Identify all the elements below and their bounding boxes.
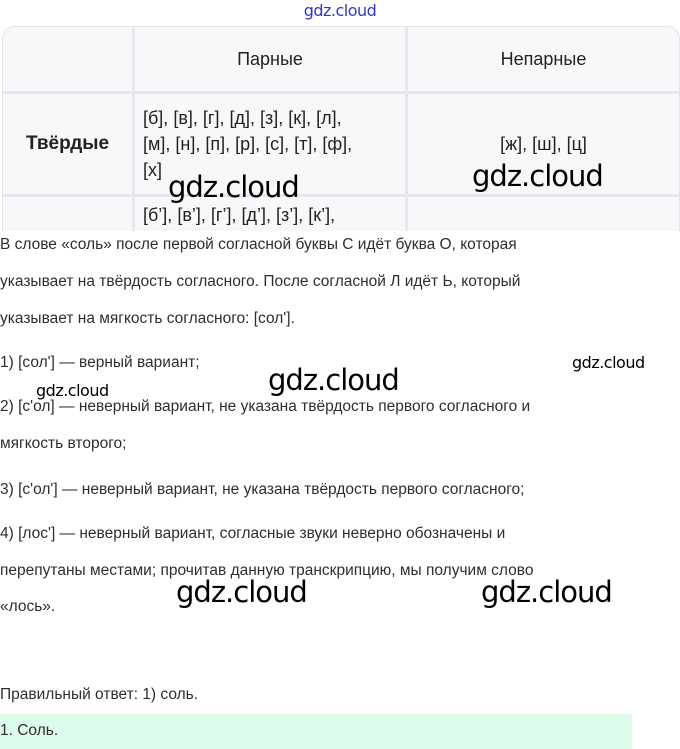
watermark-top: gdz.cloud (303, 1, 377, 20)
text-line: 2) [с'ол] — неверный вариант, не указана… (0, 398, 531, 415)
text-line: 3) [с'ол'] — неверный вариант, не указан… (0, 481, 525, 498)
watermark: gdz.cloud (472, 159, 604, 193)
correct-answer-text: Правильный ответ: 1) соль. (0, 686, 199, 703)
cell-line: [м], [н], [п], [р], [с], [т], [ф], (143, 134, 353, 154)
text-line: 1) [сол'] — верный вариант; (0, 354, 200, 371)
text-line: «лось». (0, 598, 56, 615)
watermark: gdz.cloud (36, 381, 109, 400)
answer-box: 1. Соль. (0, 714, 632, 749)
watermark: gdz.cloud (168, 170, 300, 204)
watermark: gdz.cloud (481, 575, 613, 609)
watermark: gdz.cloud (268, 363, 400, 397)
text-line: 4) [лос'] — неверный вариант, согласные … (0, 525, 506, 542)
soft-paired-cell: [б’], [в’], [г’], [д’], [з’], [к’], (143, 205, 336, 225)
text-line: мягкость второго; (0, 435, 127, 452)
text-line: перепутаны местами; прочитав данную тран… (0, 562, 534, 579)
divider (3, 91, 679, 94)
divider (3, 194, 679, 197)
hard-paired-cell: [б], [в], [г], [д], [з], [к], [л], [м], … (143, 94, 405, 194)
header-paired: Парные (237, 48, 303, 69)
watermark: gdz.cloud (176, 575, 308, 609)
watermark: gdz.cloud (572, 353, 645, 372)
cell-line: [б], [в], [г], [д], [з], [к], [л], (143, 108, 342, 128)
consonant-table-image: Парные Непарные Твёрдые [б], [в], [г], [… (2, 26, 680, 231)
answer-text: 1. Соль. (0, 722, 59, 739)
text-line: указывает на мягкость согласного: [сол']… (0, 310, 295, 327)
header-unpaired: Непарные (500, 48, 587, 69)
divider (132, 27, 135, 231)
hard-unpaired-cell: [ж], [ш], [ц] (500, 133, 587, 154)
cell-line: [х] (143, 160, 163, 180)
text-line: указывает на твёрдость согласного. После… (0, 273, 521, 290)
row-label-hard: Твёрдые (25, 133, 110, 154)
divider (405, 27, 408, 231)
text-line: В слове «соль» после первой согласной бу… (0, 236, 517, 253)
